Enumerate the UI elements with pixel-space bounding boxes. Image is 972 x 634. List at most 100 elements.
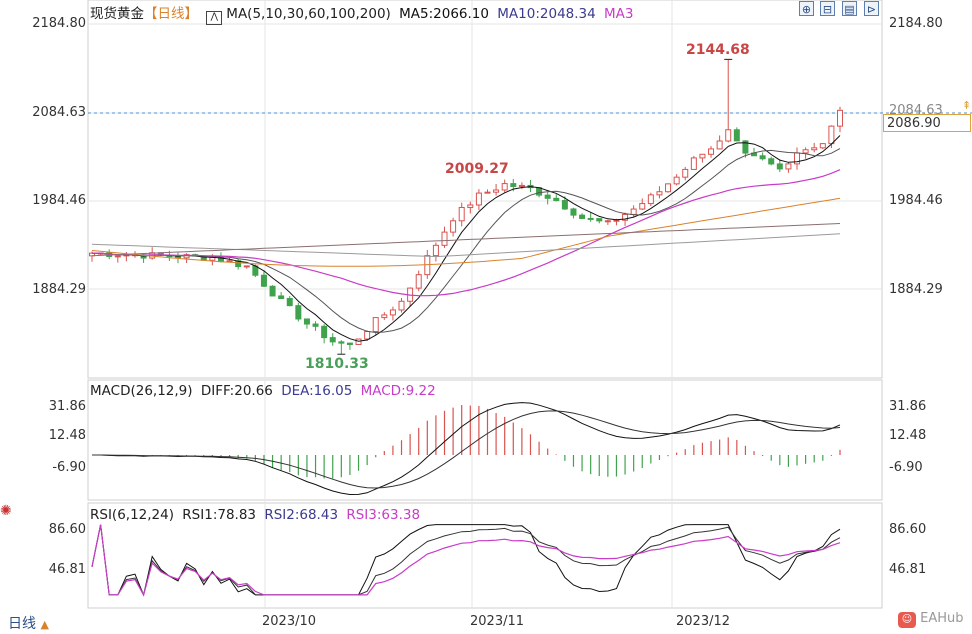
panel-frame: [87, 379, 883, 501]
candle-body: [647, 194, 654, 205]
candle-body: [475, 192, 482, 206]
watermark-text: EAHub: [920, 611, 964, 626]
candle-body: [467, 204, 474, 208]
current-price-tag: 2086.90: [883, 114, 971, 132]
macd-dea: DEA:16.05: [281, 383, 353, 399]
candle-body: [484, 191, 491, 194]
candle-body: [837, 109, 843, 127]
candle-body: [828, 125, 835, 145]
low-annotation: 1810.33: [305, 356, 369, 372]
zoom-out-button[interactable]: ⊟: [820, 1, 835, 16]
candle-body: [346, 342, 353, 345]
ma-icon: ⋀: [206, 11, 223, 25]
candle-body: [561, 200, 568, 210]
candle-body: [183, 254, 190, 259]
candle-body: [329, 337, 336, 343]
candle-body: [235, 260, 242, 268]
candle-body: [441, 231, 448, 246]
y-tick-left-4: 1884.29: [32, 282, 86, 297]
candle-body: [286, 298, 293, 307]
period-button[interactable]: 日线 ▲: [8, 613, 49, 633]
candle-body: [819, 143, 826, 149]
candle-body: [303, 318, 310, 325]
watermark: ☺ EAHub: [898, 611, 964, 628]
candle-body: [759, 155, 766, 160]
candle-body: [716, 140, 723, 150]
rsi-tick-left-2: 46.81: [48, 562, 86, 577]
candle-body: [321, 325, 328, 339]
rsi3-line: [91, 524, 841, 597]
mid-annotation: 2009.27: [445, 161, 509, 177]
ma10-line: [91, 148, 841, 334]
macd-value: MACD:9.22: [360, 383, 436, 399]
settings-icon[interactable]: ✺: [0, 503, 12, 519]
macd-tick-right-2: 12.48: [889, 428, 927, 443]
rsi-tick-right-2: 46.81: [889, 562, 927, 577]
candle-body: [278, 295, 285, 300]
candle-body: [579, 214, 586, 219]
y-tick-left-3: 1984.46: [32, 193, 86, 208]
candle-body: [260, 274, 267, 287]
candle-body: [811, 147, 818, 151]
rsi1-value: RSI1:78.83: [182, 507, 257, 523]
rsi-legend: RSI(6,12,24) RSI1:78.83 RSI2:68.43 RSI3:…: [90, 507, 424, 523]
macd-tick-left-3: -6.90: [52, 460, 86, 475]
rsi-tick-right-1: 86.60: [889, 522, 927, 537]
candle-body: [518, 184, 525, 187]
candle-body: [656, 191, 663, 196]
y-tick-left-1: 2184.80: [32, 16, 86, 31]
candle-body: [639, 203, 646, 210]
macd-dea-line: [92, 410, 841, 489]
forward-button[interactable]: ⊳: [864, 1, 879, 16]
y-tick-left-2: 2084.63: [32, 105, 86, 120]
ma-settings: MA(5,10,30,60,100,200): [226, 6, 391, 22]
candle-body: [415, 274, 422, 289]
candle-body: [432, 244, 439, 257]
y-tick-right-3: 1984.46: [889, 193, 943, 208]
rsi-tick-left-1: 86.60: [48, 522, 86, 537]
price-marker-icon: ⇞: [962, 99, 972, 112]
candle-body: [493, 189, 500, 193]
instrument-name: 现货黄金: [90, 6, 144, 22]
candle-body: [243, 265, 250, 268]
macd-tick-right-1: 31.86: [889, 399, 927, 414]
macd-settings: MACD(26,12,9): [90, 383, 193, 399]
y-tick-right-1: 2184.80: [889, 16, 943, 31]
rsi3-value: RSI3:63.38: [346, 507, 421, 523]
candle-body: [699, 153, 706, 159]
candle-body: [510, 183, 517, 187]
candle-body: [682, 168, 689, 178]
candle-body: [570, 208, 577, 216]
ma30-line: [91, 169, 841, 297]
ma5-value: MA5:2066.10: [399, 6, 489, 22]
candle-body: [269, 285, 276, 297]
candle-body: [776, 163, 783, 170]
ma10-value: MA10:2048.34: [497, 6, 596, 22]
candle-body: [174, 256, 181, 259]
rsi1-line: [91, 524, 841, 597]
panel-frame: [87, 0, 883, 379]
candle-body: [604, 220, 611, 223]
rsi2-value: RSI2:68.43: [264, 507, 339, 523]
zoom-in-button[interactable]: ⊕: [799, 1, 814, 16]
macd-tick-right-3: -6.90: [889, 460, 923, 475]
candle-body: [364, 331, 371, 340]
candle-body: [708, 148, 715, 155]
date-label-oct: 2023/10: [262, 614, 317, 629]
candle-body: [295, 305, 302, 320]
candle-body: [209, 257, 216, 261]
period-tag: 【日线】: [144, 6, 198, 22]
ma200-line: [91, 223, 841, 257]
ma60-line: [91, 197, 841, 267]
candle-body: [596, 218, 603, 222]
candle-body: [372, 317, 379, 333]
macd-tick-left-2: 12.48: [48, 428, 86, 443]
candle-body: [665, 183, 672, 193]
layout-button[interactable]: ▤: [842, 1, 857, 16]
macd-tick-left-1: 31.86: [48, 399, 86, 414]
candle-body: [733, 129, 740, 142]
candle-body: [381, 314, 388, 319]
candle-body: [338, 341, 345, 344]
y-tick-right-4: 1884.29: [889, 282, 943, 297]
